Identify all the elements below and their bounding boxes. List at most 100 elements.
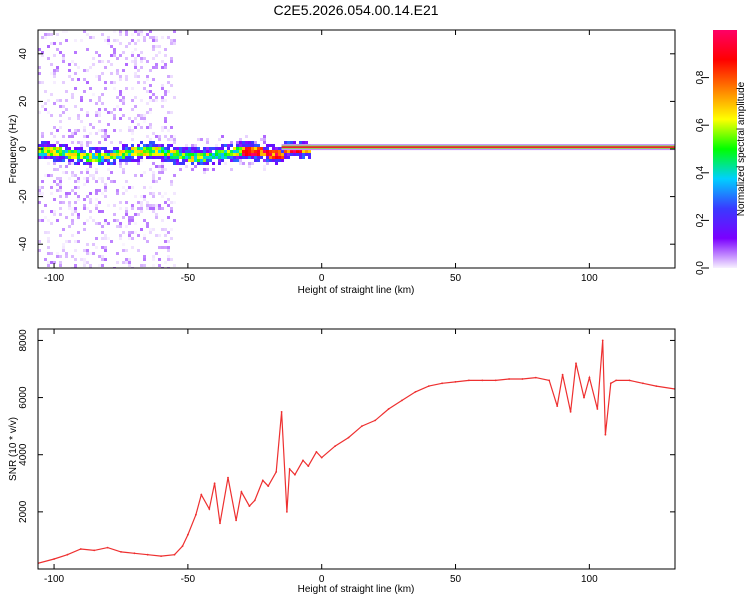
- spectrogram-cell: [86, 195, 89, 198]
- spectrogram-cell: [140, 156, 143, 159]
- spectrogram-cell: [128, 126, 131, 129]
- spectrogram-cell: [77, 150, 80, 153]
- spectrogram-y-axis-label: Frequency (Hz): [8, 115, 19, 184]
- snr-ytick-label: 8000: [18, 329, 29, 352]
- spectrogram-cell: [47, 252, 50, 255]
- spectrogram-cell: [44, 216, 47, 219]
- spectrogram-cell: [140, 117, 143, 120]
- spectrogram-cell: [131, 60, 134, 63]
- spectrogram-cell: [230, 150, 233, 153]
- spectrogram-cell: [194, 159, 197, 162]
- spectrogram-cell: [89, 36, 92, 39]
- spectrogram-cell: [101, 159, 104, 162]
- spectrogram-cell: [83, 264, 86, 267]
- spectrogram-cell: [149, 144, 152, 147]
- spectrogram-cell: [83, 69, 86, 72]
- spectrogram-cell: [113, 108, 116, 111]
- spectrogram-cell: [158, 171, 161, 174]
- spectrogram-cell: [116, 261, 119, 264]
- spectrogram-cell: [59, 261, 62, 264]
- spectrogram-cell: [266, 153, 269, 156]
- spectrogram-cell: [143, 186, 146, 189]
- spectrogram-cell: [92, 177, 95, 180]
- snr-point: [248, 505, 251, 507]
- spectrogram-cell: [125, 87, 128, 90]
- spectrogram-cell: [299, 141, 302, 144]
- spectrogram-cell: [107, 111, 110, 114]
- spectrogram-cell: [173, 135, 176, 138]
- spectrogram-cell: [101, 255, 104, 258]
- snr-point: [569, 411, 572, 413]
- spectrogram-cell: [173, 138, 176, 141]
- spectrogram-cell: [152, 264, 155, 267]
- spectrogram-cell: [119, 90, 122, 93]
- spectrogram-cell: [92, 243, 95, 246]
- spectrogram-cell: [215, 147, 218, 150]
- spectrogram-cell: [65, 90, 68, 93]
- spectrogram-cell: [110, 111, 113, 114]
- spectrogram-cell: [53, 180, 56, 183]
- spectrogram-cell: [206, 159, 209, 162]
- spectrogram-cell: [101, 33, 104, 36]
- spectrogram-cell: [161, 60, 164, 63]
- spectrogram-cell: [158, 192, 161, 195]
- spectrogram-cell: [59, 189, 62, 192]
- spectrogram-cell: [101, 225, 104, 228]
- spectrogram-cell: [53, 168, 56, 171]
- spectrogram-cell: [110, 150, 113, 153]
- spectrogram-cell: [269, 153, 272, 156]
- spectrogram-cell: [65, 255, 68, 258]
- spectrogram-cell: [59, 159, 62, 162]
- spectrogram-cell: [170, 183, 173, 186]
- spectrogram-cell: [50, 222, 53, 225]
- spectrogram-cell: [122, 171, 125, 174]
- spectrogram-cell: [185, 165, 188, 168]
- spectrogram-cell: [95, 180, 98, 183]
- spectrogram-cell: [74, 153, 77, 156]
- spectrogram-cell: [155, 165, 158, 168]
- spectrogram-cell: [38, 240, 41, 243]
- spectrogram-cell: [248, 144, 251, 147]
- spectrogram-cell: [44, 156, 47, 159]
- spectrogram-cell: [239, 156, 242, 159]
- spectrogram-cell: [65, 150, 68, 153]
- spectrogram-cell: [65, 144, 68, 147]
- spectrogram-cell: [233, 153, 236, 156]
- spectrogram-cell: [260, 147, 263, 150]
- spectrogram-cell: [287, 150, 290, 153]
- spectrogram-cell: [101, 192, 104, 195]
- spectrogram-cell: [44, 36, 47, 39]
- spectrogram-cell: [203, 156, 206, 159]
- spectrogram-cell: [146, 156, 149, 159]
- spectrogram-cell: [131, 153, 134, 156]
- spectrogram-cell: [125, 153, 128, 156]
- spectrogram-cell: [107, 39, 110, 42]
- spectrogram-cell: [62, 228, 65, 231]
- spectrogram-cell: [239, 138, 242, 141]
- spectrogram-cell: [269, 156, 272, 159]
- spectrogram-cell: [203, 171, 206, 174]
- spectrogram-cell: [161, 87, 164, 90]
- spectrogram-cell: [257, 144, 260, 147]
- snr-point: [320, 456, 323, 459]
- snr-point: [288, 468, 291, 470]
- spectrogram-cell: [152, 57, 155, 60]
- snr-point: [468, 379, 470, 382]
- spectrogram-cell: [122, 150, 125, 153]
- spectrogram-cell: [230, 168, 233, 171]
- spectrogram-cell: [71, 234, 74, 237]
- spectrogram-cell: [173, 96, 176, 99]
- spectrogram-cell: [44, 258, 47, 261]
- spectrogram-cell: [140, 126, 143, 129]
- spectrogram-cell: [128, 186, 131, 189]
- spectrogram-cell: [287, 156, 290, 159]
- spectrogram-cell: [284, 153, 287, 156]
- spectrogram-cell: [242, 141, 245, 144]
- snr-ticks: -100 -50 0 50 100 2000 4000 6000 8000: [18, 329, 675, 585]
- spectrogram-cell: [278, 147, 281, 150]
- snr-point: [133, 552, 136, 555]
- spectrogram-cell: [206, 153, 209, 156]
- spectrogram-cell: [173, 174, 176, 177]
- spectrogram-cell: [95, 237, 98, 240]
- spectrogram-cell: [68, 153, 71, 156]
